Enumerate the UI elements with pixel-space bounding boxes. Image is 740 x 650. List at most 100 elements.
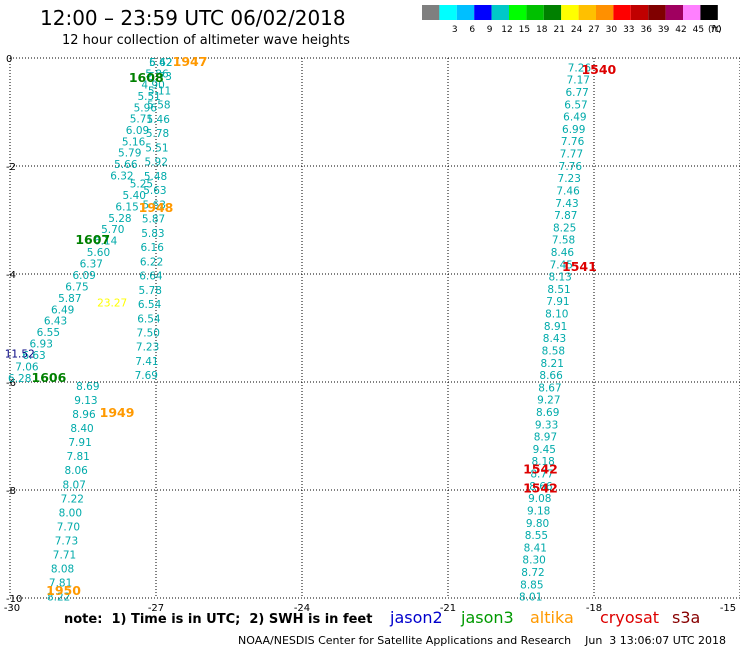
legend-s3a: s3a: [672, 608, 701, 627]
wave-height-label: 7.76: [561, 136, 585, 148]
color-bin: [526, 5, 544, 20]
wave-height-label: 8.67: [538, 382, 561, 394]
wave-height-label: 6.09: [72, 270, 95, 282]
color-bin-label: 45: [693, 25, 704, 35]
wave-height-label: 8.66: [539, 370, 563, 382]
wave-height-label: 8.69: [536, 407, 559, 419]
color-bin: [665, 5, 683, 20]
wave-height-label: 8.22: [47, 592, 70, 604]
wave-height-label: 9.13: [74, 395, 97, 407]
wave-height-label: 6.16: [141, 242, 165, 254]
color-bin: [578, 5, 596, 20]
wave-height-label: 7.26: [568, 62, 592, 74]
wave-height-label: 6.99: [562, 124, 585, 136]
x-tick-label: -15: [720, 603, 736, 614]
time-label: 1608: [129, 70, 164, 85]
wave-height-label: 8.69: [76, 381, 99, 393]
color-bin-label: 30: [606, 25, 618, 35]
wave-height-label: 9.45: [533, 444, 556, 456]
y-tick-label: 0: [6, 54, 12, 65]
wave-height-label: 5.28: [108, 213, 131, 225]
wave-height-label: 8.55: [525, 530, 548, 542]
wave-height-label: 7.22: [61, 493, 84, 505]
time-label: 1947: [173, 54, 208, 69]
wave-height-label: 6.09: [126, 125, 149, 137]
wave-height-label: 8.00: [59, 507, 82, 519]
y-tick-label: -2: [6, 162, 16, 173]
time-label: 1950: [46, 583, 81, 598]
wave-height-label: 8.58: [542, 345, 565, 357]
wave-height-label: 11.52: [5, 349, 35, 361]
wave-height-label: 6.14: [94, 236, 118, 248]
wave-height-label: 7.71: [53, 549, 76, 561]
color-scale-legend: 3 6 9 12 15 18 21 24 27 30 33 36 39 42 45 70(ft): [422, 5, 722, 35]
wave-height-label: 8.07: [63, 479, 86, 491]
wave-height-label: 5.78: [146, 128, 169, 140]
wave-height-label: 8.85: [520, 579, 543, 591]
wave-height-label: 7.81: [66, 451, 89, 463]
wave-height-label: 8.06: [64, 465, 88, 477]
wave-height-label: 6.55: [37, 327, 60, 339]
color-bin: [422, 5, 440, 20]
wave-height-label: 9.80: [526, 518, 549, 530]
wave-height-label: 23.27: [97, 297, 127, 309]
time-label: 1540: [581, 62, 616, 77]
wave-height-label: 7.91: [68, 437, 91, 449]
wave-height-label: 7.70: [57, 521, 80, 533]
wave-height-label: 7.81: [49, 578, 72, 590]
wave-height-label: 8.41: [524, 542, 547, 554]
wave-height-label: 6.57: [564, 99, 587, 111]
wave-height-label: 7.23: [558, 173, 581, 185]
wave-height-label: 6.49: [51, 304, 74, 316]
x-tick-label: -21: [440, 603, 456, 614]
wave-height-label: 4.90: [141, 80, 164, 92]
color-bin-label: 36: [640, 25, 652, 35]
wave-height-label: 5.96: [134, 102, 158, 114]
chart-subtitle: 12 hour collection of altimeter wave hei…: [62, 33, 350, 48]
time-label: 1948: [139, 200, 174, 215]
legend-altika: altika: [530, 608, 574, 627]
y-tick-label: -8: [6, 486, 16, 497]
footer-credit: NOAA/NESDIS Center for Satellite Applica…: [238, 634, 726, 647]
color-bin: [439, 5, 457, 20]
wave-height-label: 6.54: [138, 299, 162, 311]
color-bin-label: 3: [452, 25, 458, 35]
wave-height-label: 8.46: [551, 247, 575, 259]
color-bin-label: 21: [553, 25, 564, 35]
wave-height-label: 8.01: [519, 592, 542, 604]
color-bin: [474, 5, 492, 20]
wave-height-label: 9.08: [528, 493, 551, 505]
color-bin-label: 12: [501, 25, 512, 35]
wave-height-label: 5.73: [149, 71, 172, 83]
color-bin-label: 70: [710, 25, 722, 35]
wave-height-label: 8.18: [531, 456, 554, 468]
wave-height-label: 5.42: [149, 57, 172, 69]
wave-height-label: 9.33: [535, 419, 558, 431]
wave-height-label: 5.63: [143, 185, 166, 197]
color-bin: [543, 5, 562, 20]
color-bin: [630, 5, 649, 20]
color-bin: [596, 5, 614, 20]
wave-height-label: 8.08: [51, 564, 74, 576]
legend-cryosat: cryosat: [600, 608, 660, 627]
units-note: note: 1) Time is in UTC; 2) SWH is in fe…: [64, 612, 373, 627]
color-bin: [561, 5, 579, 20]
wave-height-label: 7.77: [560, 149, 583, 161]
wave-height-label: 8.13: [548, 272, 571, 284]
wave-height-label: 6.75: [65, 281, 88, 293]
legend-jason3: jason3: [461, 608, 514, 627]
wave-height-label: 5.92: [145, 157, 168, 169]
y-tick-label: -10: [6, 594, 22, 605]
y-tick-label: -4: [6, 270, 16, 281]
wave-height-label: 5.11: [148, 85, 171, 97]
wave-height-label: 6.32: [110, 170, 133, 182]
color-bin: [700, 5, 718, 20]
wave-height-label: 6.49: [563, 112, 586, 124]
color-bin-label: 6: [469, 25, 475, 35]
wave-height-label: 5.16: [122, 136, 146, 148]
wave-height-label: 6.62: [149, 57, 172, 69]
wave-height-label: 8.43: [543, 333, 566, 345]
wave-height-label: 7.23: [136, 342, 159, 354]
wave-height-label: 6.43: [44, 316, 67, 328]
wave-height-label: 7.73: [55, 535, 78, 547]
